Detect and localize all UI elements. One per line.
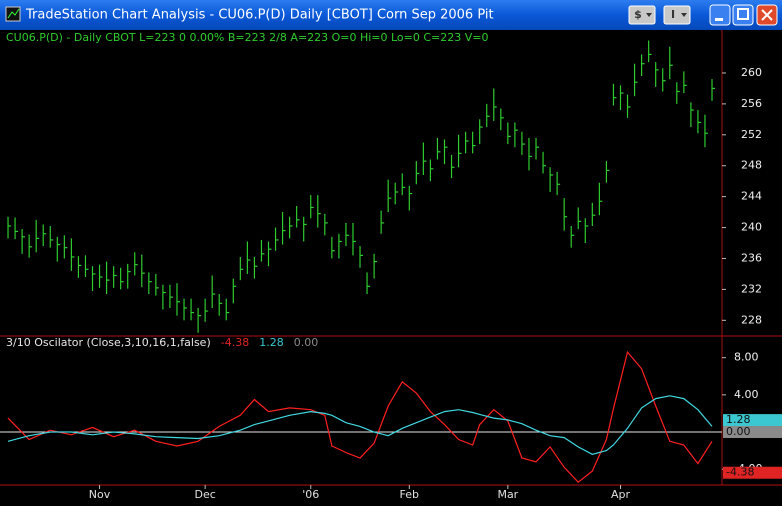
x-tick-label: '06: [302, 488, 319, 501]
y-tick-label: 252: [741, 128, 762, 141]
y-tick-label: 8.00: [734, 351, 759, 364]
indicator-value: -4.38: [221, 336, 249, 349]
value-box-label: 0.00: [726, 425, 751, 438]
y-tick-label: 232: [741, 282, 762, 295]
y-tick-label: 228: [741, 313, 762, 326]
x-tick-label: Feb: [400, 488, 419, 501]
value-box: [723, 426, 782, 439]
indicator-value: 1.28: [259, 336, 284, 349]
close-icon: [761, 9, 773, 21]
x-tick-label: Dec: [194, 488, 215, 501]
dollar-button-label[interactable]: $: [634, 8, 642, 21]
value-box-label: -4.38: [726, 466, 754, 479]
y-tick-label: 240: [741, 221, 762, 234]
value-box-label: 1.28: [726, 413, 751, 426]
chart-area: [0, 30, 782, 506]
minimize-button[interactable]: [709, 4, 731, 26]
y-tick-label: 244: [741, 190, 762, 203]
dropdown-arrow: [646, 13, 652, 17]
x-tick-label: Nov: [89, 488, 111, 501]
indicator-button-label[interactable]: I: [671, 8, 675, 21]
y-tick-label: 248: [741, 159, 762, 172]
y-tick-label: 256: [741, 97, 762, 110]
window-title: TradeStation Chart Analysis - CU06.P(D) …: [25, 8, 494, 23]
value-box: [723, 466, 782, 479]
oscillator-line: [7, 350, 713, 484]
indicator-button[interactable]: [663, 5, 691, 25]
app-icon: [5, 6, 21, 22]
dollar-button[interactable]: [628, 5, 656, 25]
y-tick-label: 4.00: [734, 388, 759, 401]
oscillator-line: [7, 395, 713, 455]
y-tick-label: 260: [741, 66, 762, 79]
minimize-icon: [715, 18, 723, 21]
app-icon-glyph: [7, 8, 20, 19]
maximize-icon: [737, 8, 749, 20]
x-tick-label: Apr: [611, 488, 631, 501]
dropdown-arrow: [681, 13, 687, 17]
indicator-title: 3/10 Oscilator (Close,3,10,16,1,false): [6, 336, 211, 349]
x-tick-label: Mar: [497, 488, 518, 501]
value-box: [723, 414, 782, 427]
indicator-value: 0.00: [294, 336, 319, 349]
y-tick-label: 236: [741, 251, 762, 264]
status-line: CU06.P(D) - Daily CBOT L=223 0 0.00% B=2…: [6, 31, 489, 44]
